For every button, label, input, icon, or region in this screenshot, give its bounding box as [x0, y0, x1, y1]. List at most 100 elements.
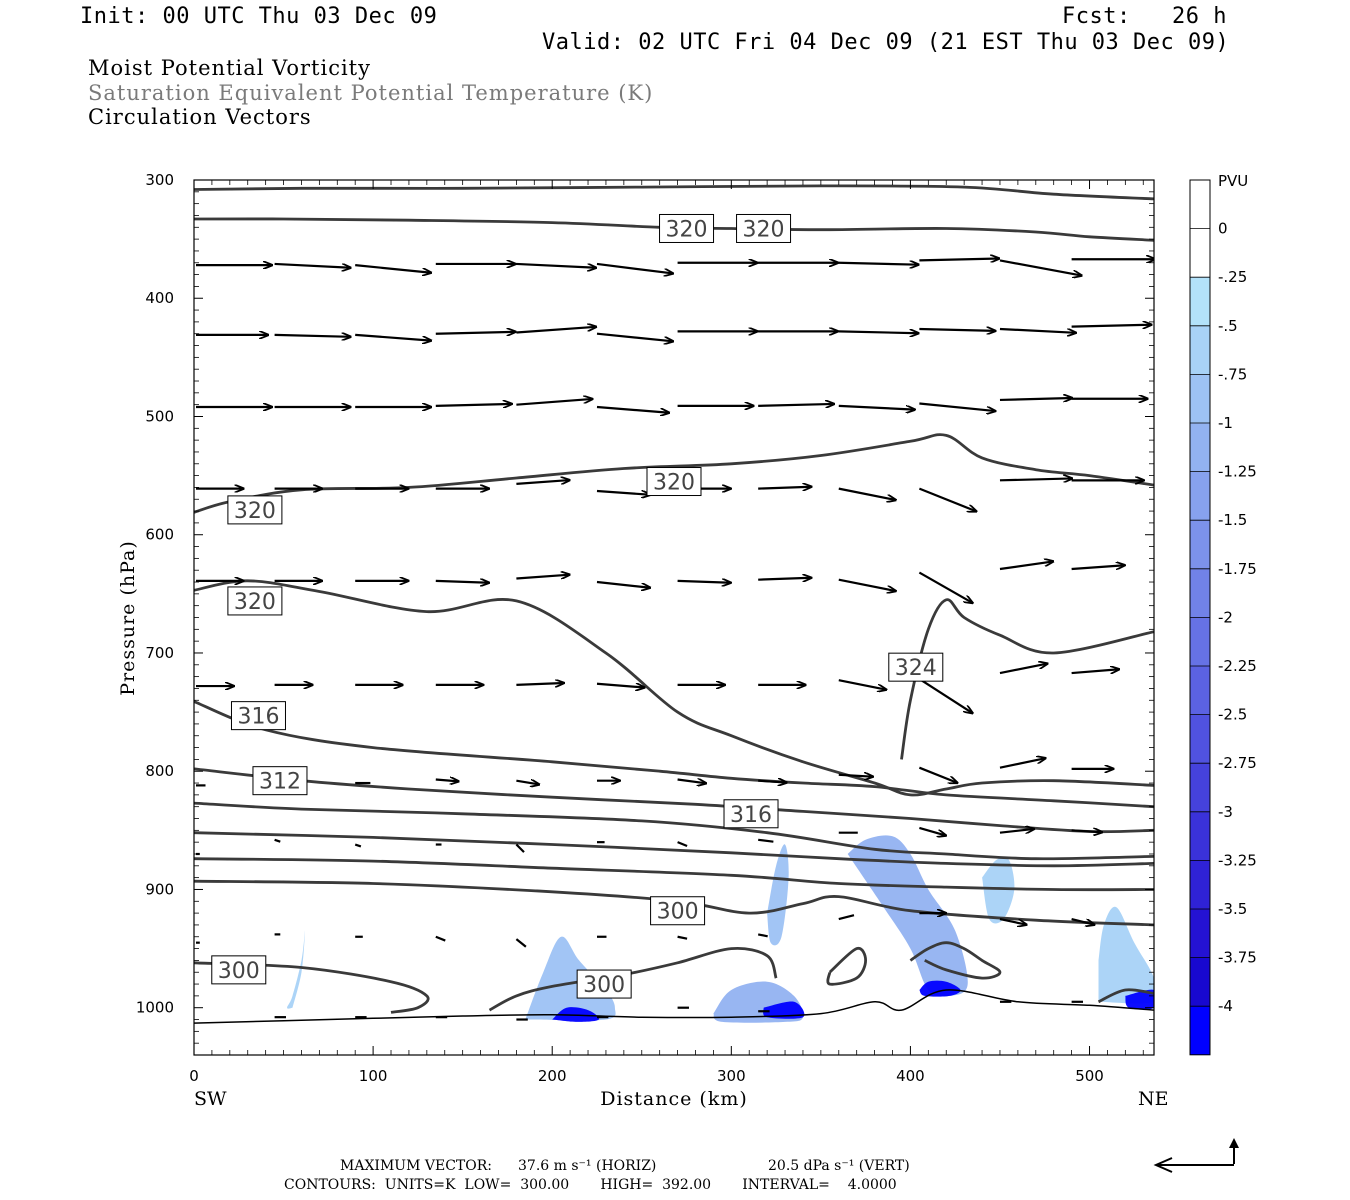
circulation-vector	[435, 935, 446, 942]
colorbar-tick-label: -.25	[1218, 268, 1247, 286]
theta-es-contour-12	[488, 946, 778, 1012]
circulation-vector	[999, 478, 1072, 480]
circulation-vector-layer	[196, 259, 1154, 1021]
field-title-theta-es: Saturation Equivalent Potential Temperat…	[88, 81, 654, 105]
colorbar-unit-label: PVU	[1218, 172, 1248, 190]
x-tick-label: 200	[538, 1067, 567, 1085]
pv-colorbar: 0 -.25 -.5 -.75 -1 -1.25 -1.5 -1.75 -2 -2.25 -2.5 -…	[1189, 179, 1257, 1056]
contour-label: 312	[259, 770, 301, 795]
theta-es-contour-1	[194, 217, 1154, 242]
theta-es-contour-3	[194, 579, 1154, 797]
circulation-vector	[838, 263, 919, 265]
circulation-vector	[516, 399, 592, 406]
reference-vector-icon	[1153, 1138, 1239, 1173]
colorbar-tick-label: -3.25	[1218, 851, 1257, 869]
circulation-vector	[677, 581, 731, 583]
max-vector-horizontal: 37.6 m s⁻¹ (HORIZ)	[518, 1158, 657, 1174]
contour-label-box	[659, 213, 715, 243]
circulation-vector	[758, 781, 787, 783]
init-time: Init: 00 UTC Thu 03 Dec 09	[80, 4, 438, 29]
colorbar-swatch	[1190, 423, 1210, 472]
circulation-vector	[516, 575, 569, 580]
colorbar-swatch	[1190, 909, 1210, 958]
circulation-vector	[596, 405, 669, 413]
pv-area-5	[763, 1001, 805, 1019]
max-vector-label: MAXIMUM VECTOR:	[340, 1158, 492, 1174]
colorbar-tick-label: -.5	[1218, 317, 1238, 335]
contour-label-box	[723, 799, 779, 829]
y-axis-title: Pressure (hPa)	[117, 540, 139, 696]
valid-time: Valid: 02 UTC Fri 04 Dec 09 (21 EST Thu …	[542, 30, 1230, 55]
theta-es-contour-4	[900, 598, 1154, 760]
colorbar-tick-label: -1	[1218, 414, 1233, 432]
circulation-vector	[999, 917, 1027, 925]
circulation-vector	[999, 398, 1072, 400]
circulation-vector	[999, 561, 1053, 571]
circulation-vector	[516, 327, 596, 334]
circulation-vector	[515, 843, 525, 853]
contour-label-box	[227, 495, 283, 525]
circulation-vector	[919, 402, 995, 411]
colorbar-tick-label: -1.25	[1218, 463, 1257, 481]
contour-label: 316	[237, 705, 279, 730]
colorbar-swatch	[1190, 763, 1210, 812]
y-tick-label: 300	[145, 171, 174, 189]
x-tick-label: 0	[189, 1067, 199, 1085]
y-tick-label: 400	[145, 289, 174, 307]
field-title-vectors: Circulation Vectors	[88, 105, 312, 129]
colorbar-swatch	[1190, 666, 1210, 715]
contour-label: 320	[234, 499, 276, 524]
contour-label: 320	[743, 217, 785, 242]
circulation-vector	[516, 480, 569, 485]
circulation-vector	[1071, 830, 1102, 832]
circulation-vector	[758, 838, 774, 843]
circulation-vector	[677, 935, 688, 940]
colorbar-swatch	[1190, 325, 1210, 375]
y-tick-label: 900	[145, 880, 174, 898]
circulation-vector	[757, 933, 768, 938]
theta-es-contour-8	[194, 831, 1154, 868]
colorbar-tick-label: -2.5	[1218, 706, 1247, 724]
circulation-vector	[274, 262, 351, 268]
circulation-vector	[999, 758, 1046, 769]
circulation-vector	[838, 331, 919, 333]
max-vector-vertical: 20.5 dPa s⁻¹ (VERT)	[768, 1158, 910, 1174]
colorbar-tick-label: -1.75	[1218, 560, 1257, 578]
circulation-vector	[999, 259, 1082, 275]
contour-label-box	[888, 652, 944, 682]
circulation-vector	[274, 838, 281, 843]
theta-es-contour-layer	[194, 184, 1154, 1024]
colorbar-swatch	[1190, 520, 1210, 569]
contour-label: 300	[218, 959, 260, 984]
pv-area-3	[767, 844, 789, 946]
theta-es-contour-13	[909, 941, 1002, 980]
y-tick-label: 700	[145, 644, 174, 662]
circulation-vector	[596, 682, 645, 688]
circulation-vector	[435, 779, 459, 781]
circulation-vector	[758, 404, 834, 406]
circulation-vector	[918, 571, 972, 603]
circulation-vector	[677, 779, 707, 783]
x-end-label-ne: NE	[1138, 1088, 1169, 1110]
theta-es-contour-5	[194, 700, 1154, 809]
x-axis-title: Distance (km)	[600, 1088, 748, 1110]
theta-es-contour-10	[194, 879, 1154, 927]
colorbar-tick-label: -4	[1218, 997, 1233, 1015]
theta-es-contour-0	[194, 184, 1154, 201]
colorbar-swatch	[1190, 957, 1210, 1007]
circulation-vector	[838, 487, 896, 500]
pv-shading-layer	[287, 835, 1154, 1023]
contour-label-box	[252, 766, 308, 796]
colorbar-swatch	[1190, 714, 1210, 764]
circulation-vector	[999, 829, 1034, 833]
contour-label-layer: 320 320 320 320 320 324 316 312 316 300 300 300	[211, 213, 944, 999]
colorbar-tick-label: -1.5	[1218, 511, 1247, 529]
circulation-vector	[838, 914, 855, 921]
x-end-label-sw: SW	[194, 1088, 227, 1110]
colorbar-tick-label: -2	[1218, 608, 1233, 626]
circulation-vector	[838, 404, 915, 410]
contour-label-box	[646, 467, 702, 497]
contour-label-box	[230, 701, 286, 731]
contour-label: 320	[666, 217, 708, 242]
circulation-vector	[435, 332, 516, 334]
